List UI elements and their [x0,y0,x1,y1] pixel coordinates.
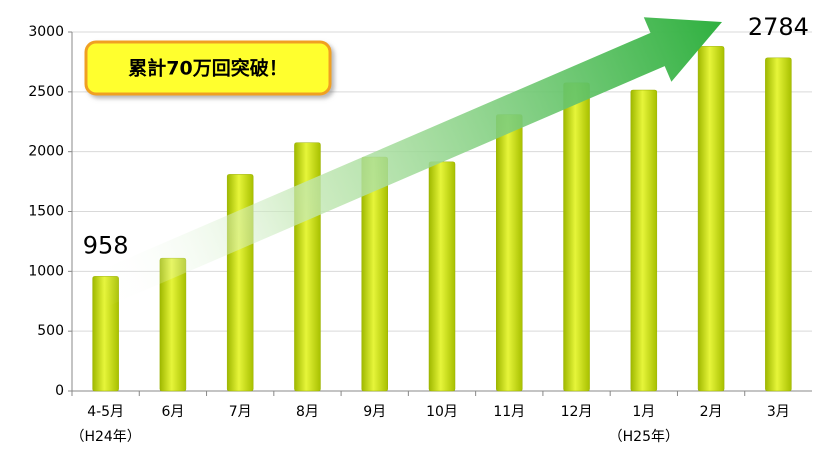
x-tick-label: 10月 [426,404,458,420]
x-tick-label: 7月 [229,404,252,420]
x-tick-label: 3月 [767,404,790,420]
y-tick-label: 3000 [28,24,64,40]
value-label: 2784 [748,13,809,41]
x-tick-sublabel: （H25年） [609,429,679,445]
x-tick-label: 4-5月 [87,404,124,420]
bar [697,46,725,392]
bar [563,82,590,392]
x-tick-label: 8月 [296,404,319,420]
y-tick-label: 0 [55,383,64,399]
bar [630,89,658,392]
x-tick-label: 1月 [632,404,655,420]
y-tick-label: 1000 [28,263,64,279]
y-tick-label: 2500 [28,84,64,100]
annotation-box [84,40,332,96]
value-label: 958 [83,231,129,259]
bars [92,46,792,392]
y-tick-label: 500 [37,323,64,339]
x-tick-label: 12月 [561,404,593,420]
y-tick-label: 2000 [28,144,64,160]
labels: 0 500 1000 1500 2000 2500 3000 4-5月 （H24年） 958 6月 7… [28,13,809,445]
bar [765,57,792,392]
x-tick-label: 2月 [700,404,723,420]
x-tick-label: 11月 [493,404,525,420]
x-tick-sublabel: （H24年） [70,429,140,445]
bar [496,114,523,392]
trend-arrow [92,17,722,307]
x-tick-label: 6月 [161,404,184,420]
annotation: 累計70万回突破！ [128,57,287,80]
x-tick-label: 9月 [363,404,386,420]
y-tick-label: 1500 [28,204,64,220]
bar [428,161,456,392]
